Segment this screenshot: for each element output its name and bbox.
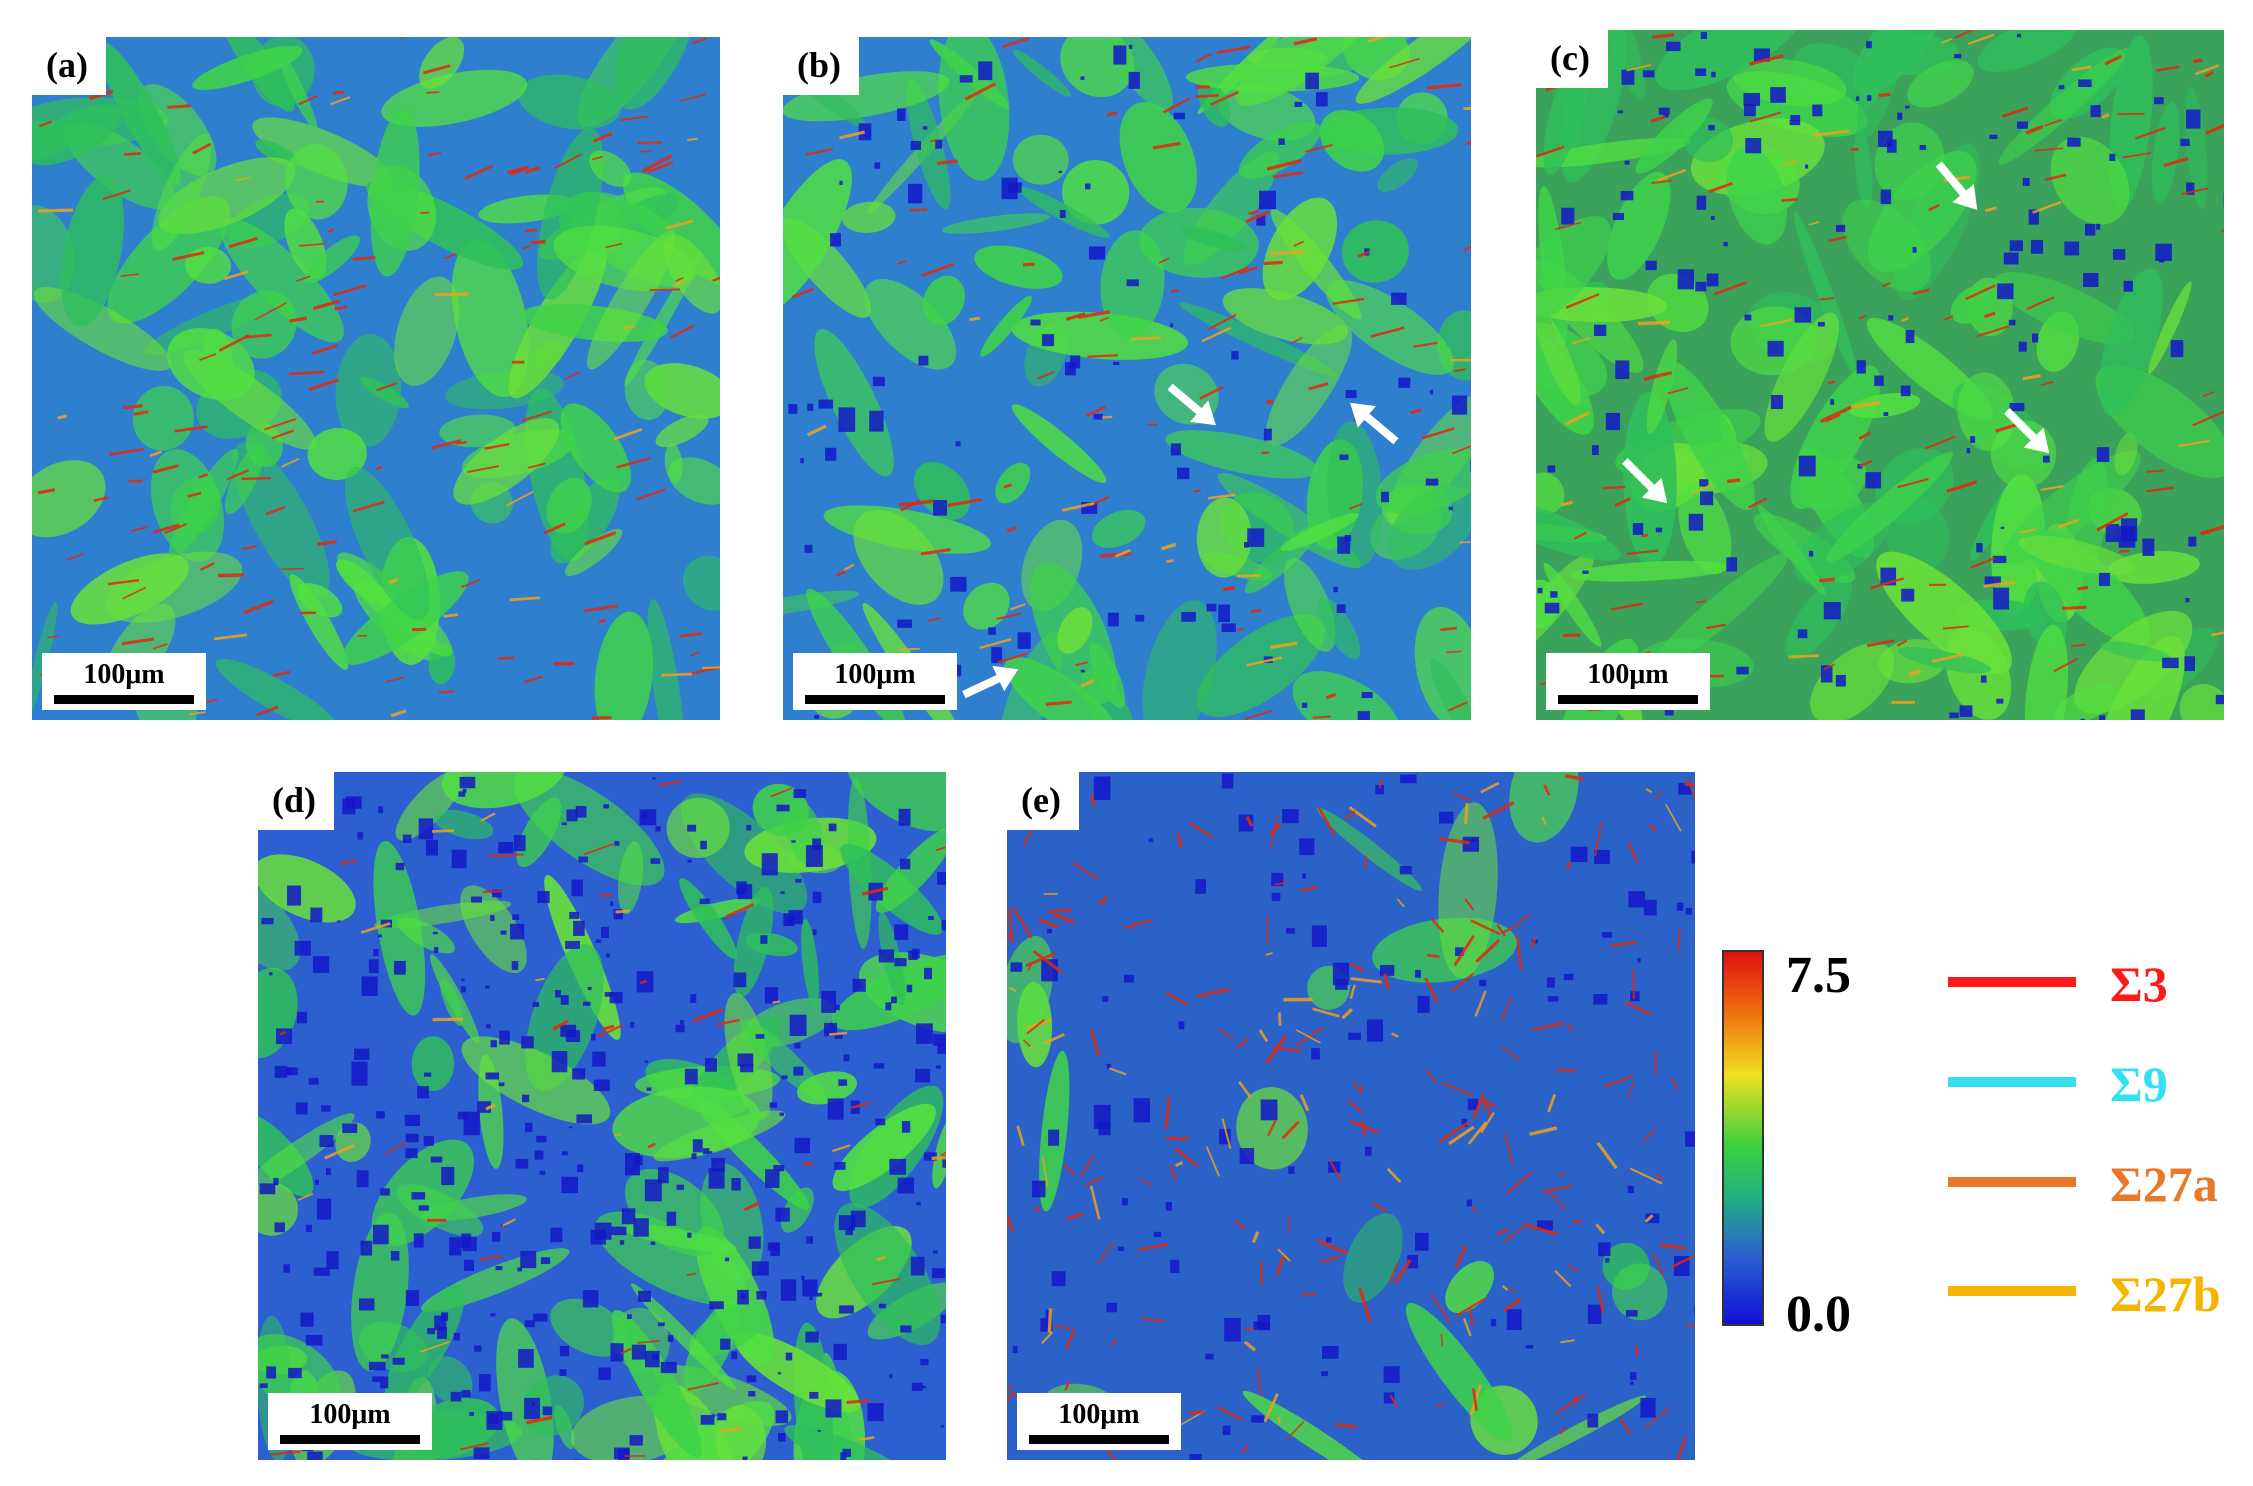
panel-c-scalebar: 100μm <box>1546 653 1710 710</box>
legend-label-sigma27b: Σ27b <box>2110 1266 2221 1322</box>
panel-a-scalebar: 100μm <box>42 653 206 710</box>
legend-label-sigma27a: Σ27a <box>2110 1156 2218 1212</box>
panel-a-scalebar-line <box>54 695 194 704</box>
panel-a-map: (a) 100μm <box>32 37 720 720</box>
arrow-icon <box>1995 399 2061 465</box>
panel-b-map: (b) 100μm <box>783 37 1471 720</box>
panel-e-scalebar-line <box>1029 1435 1169 1444</box>
panel-d-label: (d) <box>258 772 334 830</box>
panel-b-image <box>783 37 1471 720</box>
panel-a-image <box>32 37 720 720</box>
arrow-icon <box>1339 390 1407 455</box>
panel-a-scalebar-text: 100μm <box>83 659 165 690</box>
legend-line-sigma27b <box>1948 1286 2076 1296</box>
colorbar-max-label: 7.5 <box>1786 947 1851 1004</box>
arrow-icon <box>1926 153 1991 221</box>
panel-b-scalebar-line <box>805 695 945 704</box>
panel-e-image <box>1007 772 1695 1460</box>
panel-e-label: (e) <box>1007 772 1079 830</box>
panel-c-scalebar-text: 100μm <box>1587 659 1669 690</box>
panel-d-scalebar-line <box>280 1435 420 1444</box>
arrow-icon <box>957 654 1026 710</box>
panel-c-map: (c) 100μm <box>1536 30 2224 720</box>
legend-label-sigma9: Σ9 <box>2110 1056 2168 1112</box>
panel-c-image <box>1536 30 2224 720</box>
panel-a-label: (a) <box>32 37 106 95</box>
panel-b-label: (b) <box>783 37 859 95</box>
panel-d-map: (d) 100μm <box>258 772 946 1460</box>
panel-e-map: (e) 100μm <box>1007 772 1695 1460</box>
panel-d-image <box>258 772 946 1460</box>
panel-c-label: (c) <box>1536 30 1608 88</box>
arrow-icon <box>1159 374 1227 439</box>
legend-line-sigma3 <box>1948 977 2076 987</box>
legend-line-sigma27a <box>1948 1177 2076 1187</box>
panel-e-scalebar: 100μm <box>1017 1393 1181 1450</box>
panel-d-scalebar: 100μm <box>268 1393 432 1450</box>
panel-b-scalebar-text: 100μm <box>834 659 916 690</box>
panel-d-scalebar-text: 100μm <box>309 1399 391 1430</box>
arrow-icon <box>1613 449 1679 515</box>
panel-e-scalebar-text: 100μm <box>1058 1399 1140 1430</box>
color-scale-bar <box>1722 950 1764 1326</box>
legend-label-sigma3: Σ3 <box>2110 956 2168 1012</box>
panel-b-scalebar: 100μm <box>793 653 957 710</box>
panel-c-scalebar-line <box>1558 695 1698 704</box>
colorbar-min-label: 0.0 <box>1786 1286 1851 1343</box>
legend-line-sigma9 <box>1948 1077 2076 1087</box>
